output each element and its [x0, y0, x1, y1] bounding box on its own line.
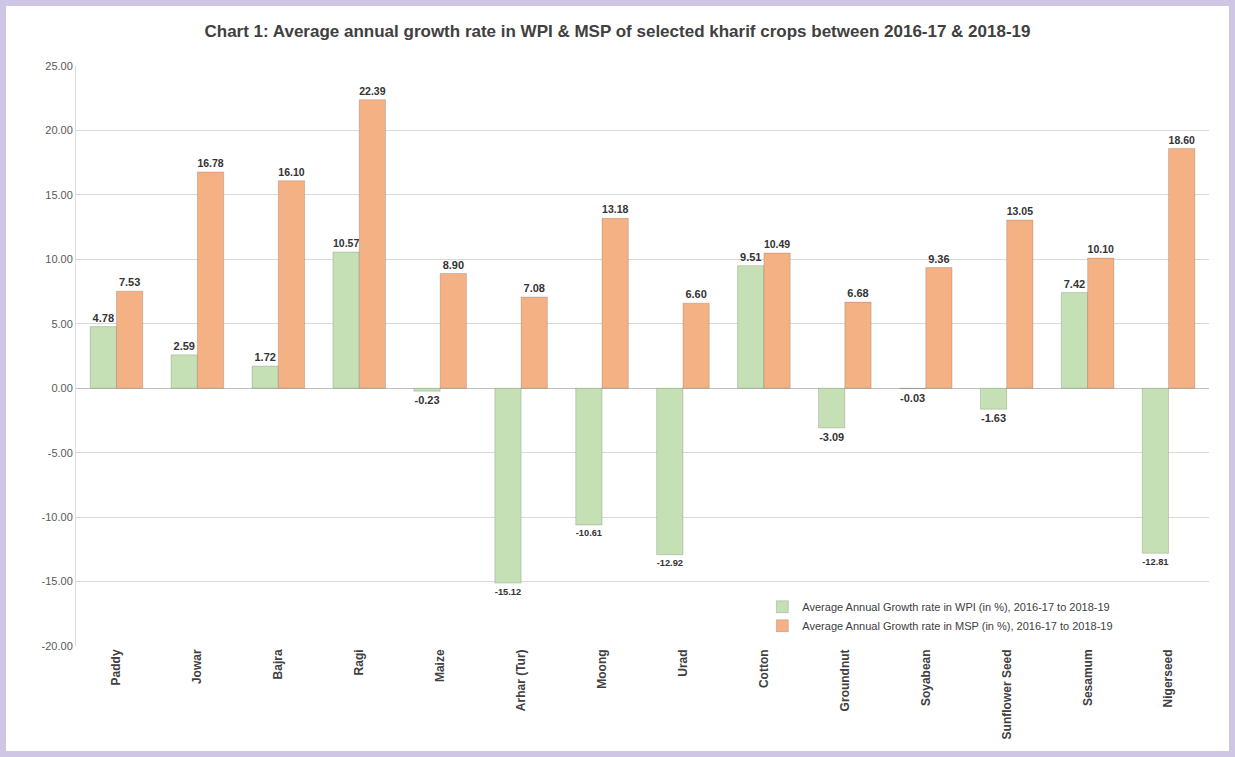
svg-text:10.00: 10.00: [45, 253, 73, 265]
svg-text:-1.63: -1.63: [981, 412, 1006, 424]
svg-text:5.00: 5.00: [51, 318, 72, 330]
svg-text:10.10: 10.10: [1088, 243, 1114, 255]
svg-text:Moong: Moong: [595, 649, 609, 688]
svg-text:-20.00: -20.00: [42, 640, 73, 652]
svg-text:18.60: 18.60: [1169, 134, 1195, 146]
svg-text:-15.00: -15.00: [42, 575, 73, 587]
svg-text:Urad: Urad: [676, 649, 690, 676]
svg-text:-0.23: -0.23: [414, 394, 439, 406]
svg-text:10.49: 10.49: [764, 238, 790, 250]
svg-text:-5.00: -5.00: [48, 447, 73, 459]
svg-text:-10.00: -10.00: [42, 511, 73, 523]
svg-text:Jowar: Jowar: [190, 649, 204, 684]
svg-text:Average Annual Growth rate in: Average Annual Growth rate in WPI (in %)…: [802, 601, 1109, 613]
svg-text:20.00: 20.00: [45, 124, 73, 136]
svg-text:22.39: 22.39: [359, 85, 385, 97]
svg-text:15.00: 15.00: [45, 189, 73, 201]
svg-text:-10.61: -10.61: [576, 528, 602, 538]
svg-text:7.08: 7.08: [524, 282, 545, 294]
svg-text:13.05: 13.05: [1007, 205, 1033, 217]
svg-text:Average Annual Growth rate in: Average Annual Growth rate in MSP (in %)…: [802, 620, 1112, 632]
svg-text:9.51: 9.51: [740, 251, 761, 263]
svg-text:Paddy: Paddy: [109, 649, 123, 685]
svg-text:7.53: 7.53: [119, 276, 140, 288]
svg-text:4.78: 4.78: [93, 312, 114, 324]
svg-text:Nigerseed: Nigerseed: [1161, 649, 1175, 707]
svg-text:10.57: 10.57: [333, 237, 359, 249]
svg-text:Arhar (Tur): Arhar (Tur): [514, 649, 528, 711]
svg-text:Sesamum: Sesamum: [1081, 649, 1095, 706]
svg-text:0.00: 0.00: [51, 382, 72, 394]
svg-text:2.59: 2.59: [174, 340, 195, 352]
svg-text:-12.81: -12.81: [1142, 557, 1168, 567]
svg-text:6.68: 6.68: [847, 287, 868, 299]
svg-text:Maize: Maize: [433, 649, 447, 682]
svg-text:6.60: 6.60: [685, 288, 706, 300]
svg-text:Cotton: Cotton: [757, 649, 771, 688]
svg-text:25.00: 25.00: [45, 60, 73, 72]
svg-text:9.36: 9.36: [928, 253, 949, 265]
svg-text:Soyabean: Soyabean: [919, 649, 933, 706]
svg-text:-15.12: -15.12: [495, 587, 521, 597]
svg-text:-0.03: -0.03: [900, 392, 925, 404]
svg-text:Groundnut: Groundnut: [838, 649, 852, 711]
svg-text:7.42: 7.42: [1064, 278, 1085, 290]
svg-text:8.90: 8.90: [443, 259, 464, 271]
svg-text:Chart 1: Average annual growth: Chart 1: Average annual growth rate in W…: [204, 22, 1030, 41]
svg-text:-12.92: -12.92: [657, 558, 683, 568]
svg-text:Ragi: Ragi: [352, 649, 366, 675]
svg-text:16.10: 16.10: [278, 166, 304, 178]
svg-text:Bajra: Bajra: [271, 649, 285, 679]
svg-text:13.18: 13.18: [602, 203, 628, 215]
svg-text:16.78: 16.78: [197, 157, 223, 169]
svg-text:1.72: 1.72: [254, 351, 275, 363]
svg-text:-3.09: -3.09: [819, 431, 844, 443]
svg-text:Sunflower Seed: Sunflower Seed: [1000, 649, 1014, 739]
